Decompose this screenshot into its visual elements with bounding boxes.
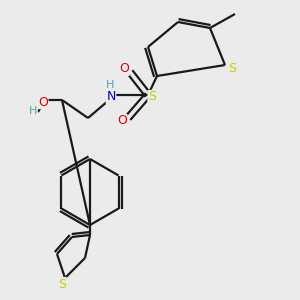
Text: N: N [106, 91, 116, 103]
Text: S: S [148, 91, 156, 103]
Text: H: H [29, 106, 37, 116]
Text: S: S [58, 278, 66, 290]
Text: H: H [106, 80, 114, 90]
Text: O: O [38, 95, 48, 109]
Text: S: S [228, 61, 236, 74]
Text: O: O [117, 115, 127, 128]
Text: O: O [119, 62, 129, 76]
